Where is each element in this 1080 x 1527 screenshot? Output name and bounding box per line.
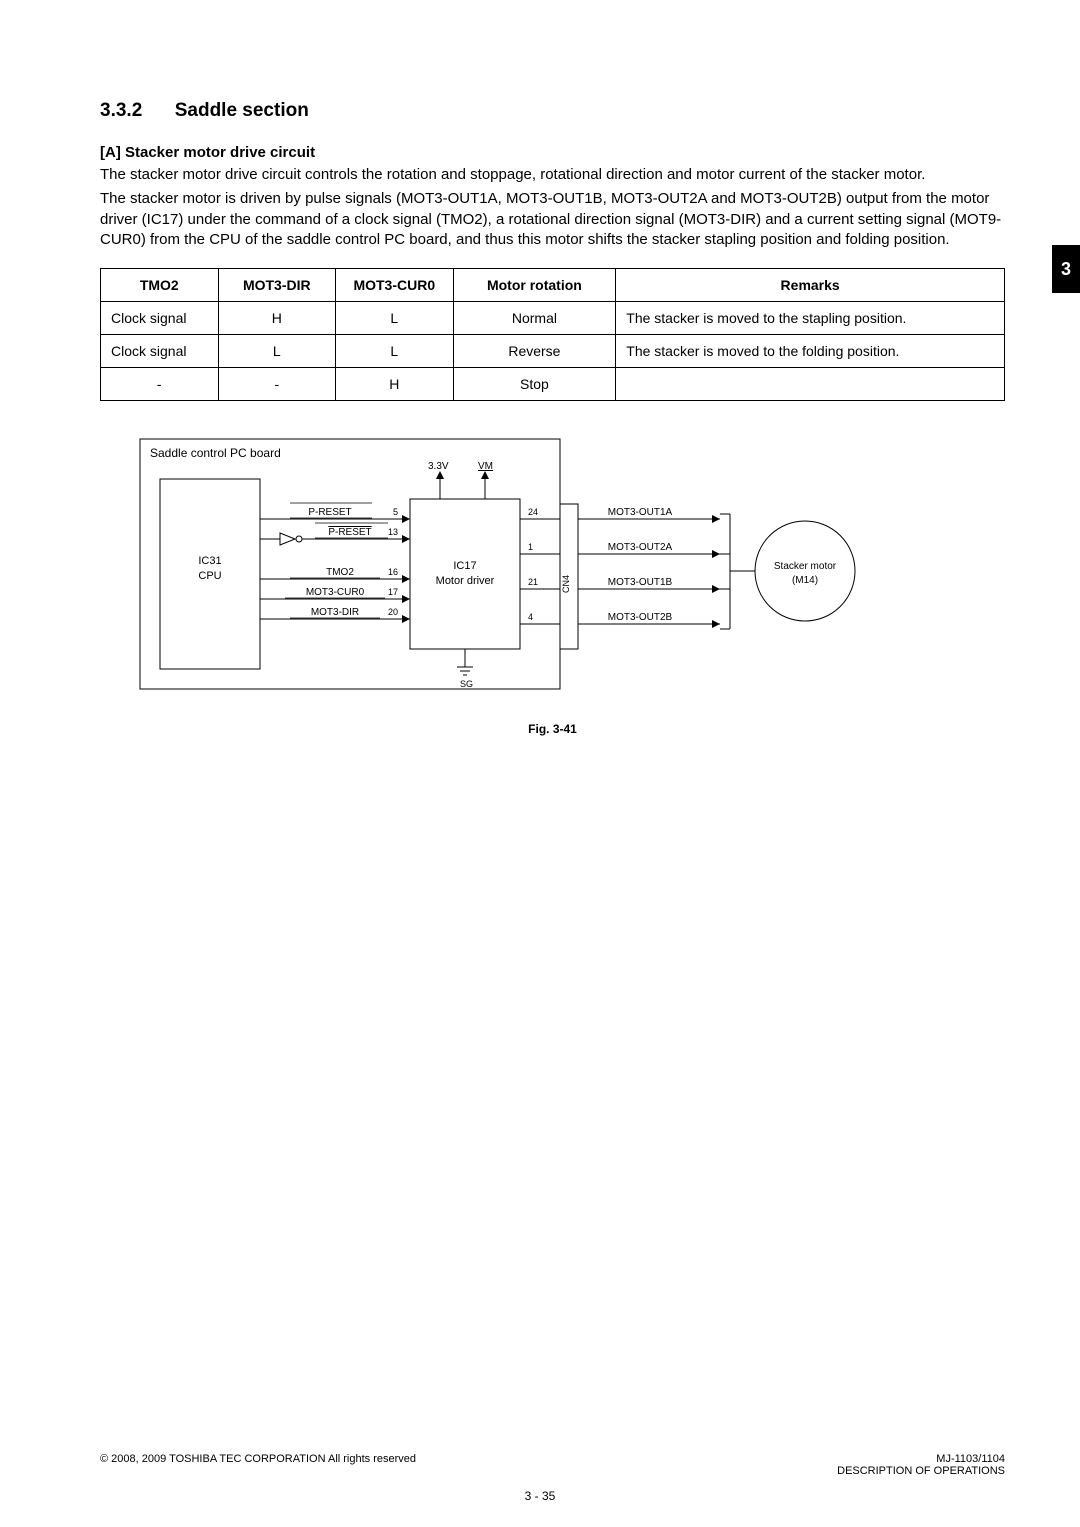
cell: - [218,368,336,401]
svg-text:1: 1 [528,542,533,552]
table-header-row: TMO2 MOT3-DIR MOT3-CUR0 Motor rotation R… [101,269,1005,302]
svg-text:Stacker motor: Stacker motor [774,561,837,572]
cell: Clock signal [101,335,219,368]
svg-text:CPU: CPU [198,570,221,582]
table-row: - - H Stop [101,368,1005,401]
th-remarks: Remarks [616,269,1005,302]
circuit-diagram: Saddle control PC board IC31 CPU IC17 Mo… [100,429,1005,736]
cell [616,368,1005,401]
svg-text:MOT3-DIR: MOT3-DIR [311,607,359,618]
section-heading: 3.3.2 Saddle section [100,100,1005,122]
board-label: Saddle control PC board [150,446,281,460]
svg-text:24: 24 [528,507,538,517]
svg-text:MOT3-OUT2A: MOT3-OUT2A [608,542,673,553]
svg-text:IC17: IC17 [453,560,476,572]
chapter-tab: 3 [1052,245,1080,293]
cell: Clock signal [101,302,219,335]
page: 3 3.3.2 Saddle section [A] Stacker motor… [0,0,1080,1527]
svg-text:TMO2: TMO2 [326,567,354,578]
cell: Stop [453,368,616,401]
cell: Normal [453,302,616,335]
th-dir: MOT3-DIR [218,269,336,302]
footer-section: DESCRIPTION OF OPERATIONS [837,1465,1005,1477]
svg-text:Motor driver: Motor driver [436,575,495,587]
svg-text:21: 21 [528,577,538,587]
page-number: 3 - 35 [0,1489,1080,1503]
cell: H [218,302,336,335]
diagram-svg: Saddle control PC board IC31 CPU IC17 Mo… [100,429,880,709]
svg-text:(M14): (M14) [792,575,818,586]
table-row: Clock signal L L Reverse The stacker is … [101,335,1005,368]
cell: The stacker is moved to the stapling pos… [616,302,1005,335]
svg-text:MOT3-CUR0: MOT3-CUR0 [306,587,365,598]
svg-text:IC31: IC31 [198,555,221,567]
cell: The stacker is moved to the folding posi… [616,335,1005,368]
section-number: 3.3.2 [100,100,142,122]
paragraph-2: The stacker motor is driven by pulse sig… [100,189,1005,250]
cell: L [218,335,336,368]
svg-text:CN4: CN4 [561,575,571,593]
svg-text:MOT3-OUT1B: MOT3-OUT1B [608,577,673,588]
section-title: Saddle section [175,100,309,121]
svg-text:13: 13 [388,527,398,537]
subsection-heading: [A] Stacker motor drive circuit [100,144,1005,161]
paragraph-1: The stacker motor drive circuit controls… [100,165,1005,185]
svg-text:5: 5 [393,507,398,517]
svg-text:P-RESET: P-RESET [328,527,371,538]
footer-model: MJ-1103/1104 [837,1453,1005,1465]
cell: Reverse [453,335,616,368]
svg-text:4: 4 [528,612,533,622]
cell: - [101,368,219,401]
signal-table: TMO2 MOT3-DIR MOT3-CUR0 Motor rotation R… [100,268,1005,401]
svg-text:17: 17 [388,587,398,597]
svg-text:MOT3-OUT1A: MOT3-OUT1A [608,507,673,518]
th-tmo2: TMO2 [101,269,219,302]
svg-text:3.3V: 3.3V [428,461,449,472]
cell: L [336,335,454,368]
svg-text:P-RESET: P-RESET [308,507,351,518]
svg-text:16: 16 [388,567,398,577]
figure-caption: Fig. 3-41 [100,722,1005,736]
svg-text:VM: VM [478,461,493,472]
footer-copyright: © 2008, 2009 TOSHIBA TEC CORPORATION All… [100,1453,416,1465]
svg-text:SG: SG [460,679,473,689]
cell: H [336,368,454,401]
table-row: Clock signal H L Normal The stacker is m… [101,302,1005,335]
th-cur0: MOT3-CUR0 [336,269,454,302]
page-footer: © 2008, 2009 TOSHIBA TEC CORPORATION All… [100,1453,1005,1477]
svg-text:MOT3-OUT2B: MOT3-OUT2B [608,612,673,623]
svg-text:20: 20 [388,607,398,617]
th-rotation: Motor rotation [453,269,616,302]
cell: L [336,302,454,335]
